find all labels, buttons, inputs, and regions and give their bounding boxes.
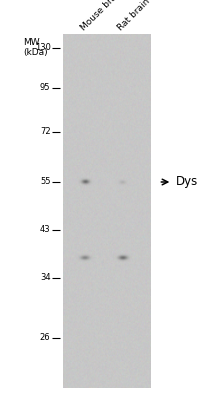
Text: 34: 34 <box>40 274 50 282</box>
Text: 26: 26 <box>40 334 50 342</box>
Text: Dysbindin: Dysbindin <box>176 176 198 188</box>
Text: Mouse brain: Mouse brain <box>79 0 124 32</box>
Text: 72: 72 <box>40 128 50 136</box>
Text: MW
(kDa): MW (kDa) <box>23 38 48 57</box>
Text: 95: 95 <box>40 84 50 92</box>
Text: 130: 130 <box>35 44 50 52</box>
Text: 43: 43 <box>40 226 50 234</box>
Text: 55: 55 <box>40 178 50 186</box>
Text: Rat brain: Rat brain <box>116 0 152 32</box>
